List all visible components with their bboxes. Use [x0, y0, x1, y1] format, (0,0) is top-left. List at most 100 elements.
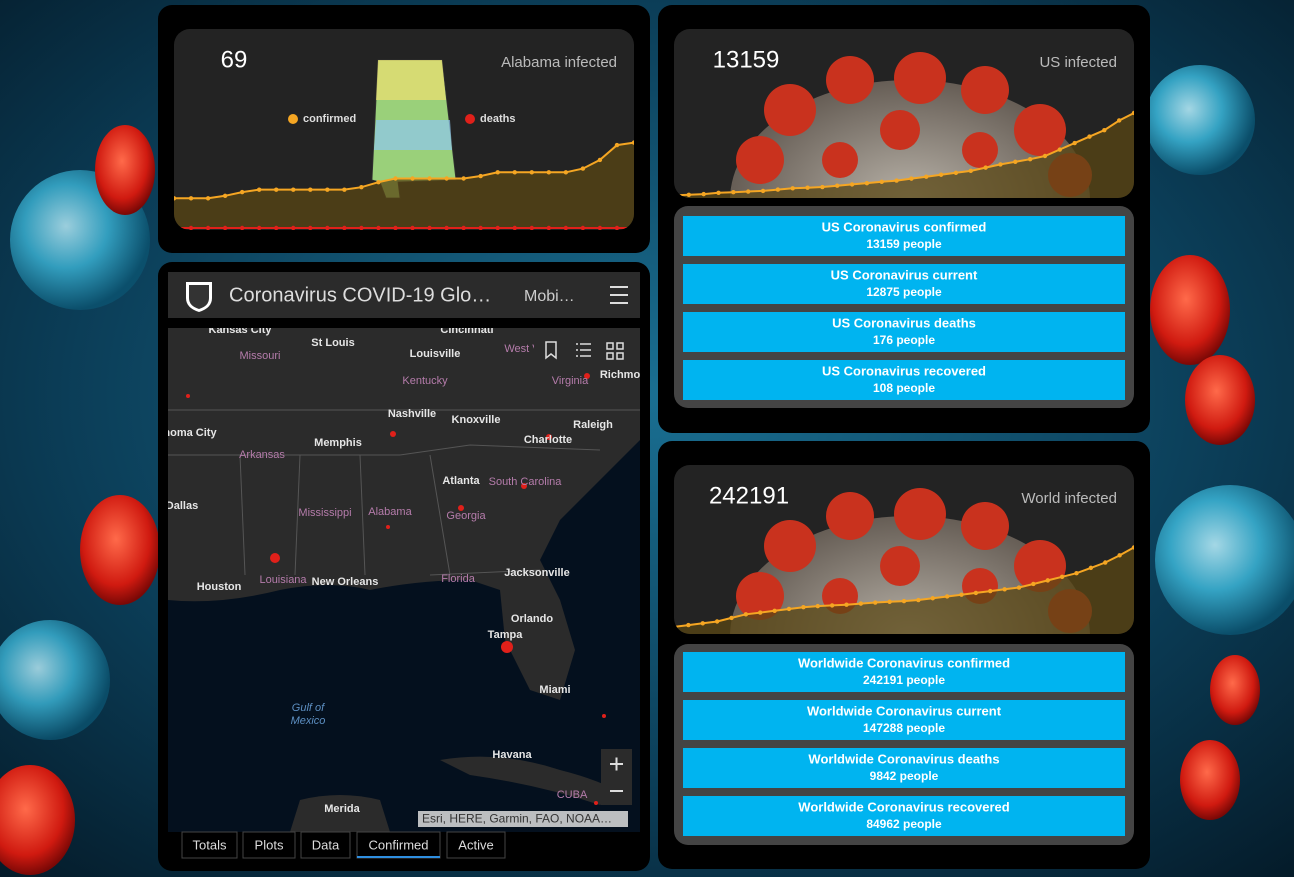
trend-point	[760, 188, 766, 194]
trend-point	[342, 225, 347, 230]
trend-point	[1059, 574, 1065, 580]
trend-point	[887, 599, 892, 605]
trend-point	[758, 610, 763, 615]
trend-point	[873, 600, 878, 605]
stat-button[interactable]	[683, 360, 1125, 400]
trend-point	[701, 191, 706, 197]
trend-point	[546, 170, 552, 175]
map-label: Raleigh	[573, 419, 613, 431]
count: 69	[221, 46, 248, 73]
trend-point	[495, 170, 500, 175]
trend-point	[376, 225, 381, 230]
trend-point	[359, 225, 364, 230]
tab-label: Data	[312, 837, 340, 852]
trend-point	[1002, 587, 1007, 592]
tab[interactable]	[181, 831, 238, 859]
trend-point	[1027, 157, 1033, 162]
tab-label: Active	[458, 837, 493, 852]
stat-button[interactable]	[683, 216, 1125, 256]
trend-point	[968, 168, 973, 174]
trend-line	[674, 112, 1134, 197]
stat-title: Worldwide Coronavirus confirmed	[798, 655, 1010, 670]
trend-point	[745, 189, 751, 194]
trend-point	[239, 225, 245, 230]
tab[interactable]	[446, 831, 506, 859]
trend-point	[938, 172, 944, 177]
stat-title: US Coronavirus deaths	[832, 315, 976, 330]
panel-label: Alabama infected	[501, 54, 617, 71]
stat-button[interactable]	[683, 264, 1125, 304]
alabama-state-map	[371, 59, 457, 199]
trend-point	[174, 196, 177, 201]
trend-point	[953, 170, 959, 175]
zoom-controls[interactable]	[601, 749, 632, 805]
trend-point	[205, 196, 211, 201]
trend-point	[786, 606, 792, 612]
stat-value: 108 people	[873, 381, 935, 395]
menu-button[interactable]	[610, 286, 628, 304]
tab[interactable]	[300, 831, 351, 859]
trend-point	[444, 225, 449, 230]
map-label: Merida	[324, 803, 360, 815]
stat-button[interactable]	[683, 700, 1125, 740]
world-list-box	[674, 644, 1134, 845]
trend-point	[1131, 110, 1134, 116]
map-label: West V	[504, 343, 540, 355]
map-label: Charlotte	[524, 434, 572, 446]
trend-point	[529, 170, 534, 175]
trend-point	[731, 189, 736, 195]
map-label: Kansas City	[209, 324, 273, 336]
trend-point	[973, 590, 979, 596]
trend-point	[879, 179, 884, 185]
trend-point	[686, 192, 692, 197]
trend-point	[495, 225, 500, 230]
trend-point	[983, 165, 988, 170]
trend-point	[1042, 153, 1048, 159]
map-label: Missouri	[240, 350, 281, 362]
trend-point	[1016, 585, 1022, 590]
stat-button[interactable]	[683, 312, 1125, 352]
trend-point	[529, 225, 534, 230]
map-label: Tampa	[488, 629, 524, 641]
map-label: Alabama	[368, 506, 412, 518]
trend-chart	[174, 140, 634, 230]
stat-button[interactable]	[683, 748, 1125, 788]
stat-title: US Coronavirus recovered	[822, 363, 986, 378]
trend-point	[1131, 545, 1134, 550]
tab[interactable]	[242, 831, 296, 859]
trend-point	[631, 140, 634, 145]
trend-point	[716, 190, 721, 196]
trend-point	[1045, 578, 1050, 583]
map-toolbar[interactable]	[534, 332, 632, 368]
trend-point	[1088, 565, 1094, 571]
map-label: Virginia	[552, 375, 589, 387]
trend-point	[959, 592, 964, 597]
trend-point	[1117, 553, 1122, 558]
trend-point	[1103, 560, 1108, 565]
trend-point	[580, 225, 586, 230]
trend-point	[864, 180, 870, 186]
trend-point	[597, 157, 603, 163]
trend-point	[894, 178, 899, 183]
stat-value: 9842 people	[870, 769, 939, 783]
legend-label: deaths	[480, 113, 515, 125]
trend-point	[342, 187, 347, 192]
trend-point	[801, 604, 806, 610]
map-label: Louisiana	[259, 574, 307, 586]
stat-button[interactable]	[683, 652, 1125, 692]
trend-point	[805, 185, 810, 190]
map-label: Kentucky	[402, 375, 448, 387]
trend-point	[1057, 147, 1063, 152]
map-label: Cincinnati	[440, 324, 493, 336]
legend-swatch	[465, 114, 475, 124]
trend-point	[580, 166, 586, 171]
trend-chart	[674, 110, 1134, 198]
tab-indicator	[357, 856, 440, 858]
trend-point	[274, 187, 279, 192]
map-label: St Louis	[311, 337, 354, 349]
stat-button[interactable]	[683, 796, 1125, 836]
map-label: Mississippi	[298, 507, 351, 519]
trend-point	[614, 142, 620, 148]
trend-area	[174, 142, 634, 228]
attribution: Esri, HERE, Garmin, FAO, NOAA…	[422, 812, 612, 826]
